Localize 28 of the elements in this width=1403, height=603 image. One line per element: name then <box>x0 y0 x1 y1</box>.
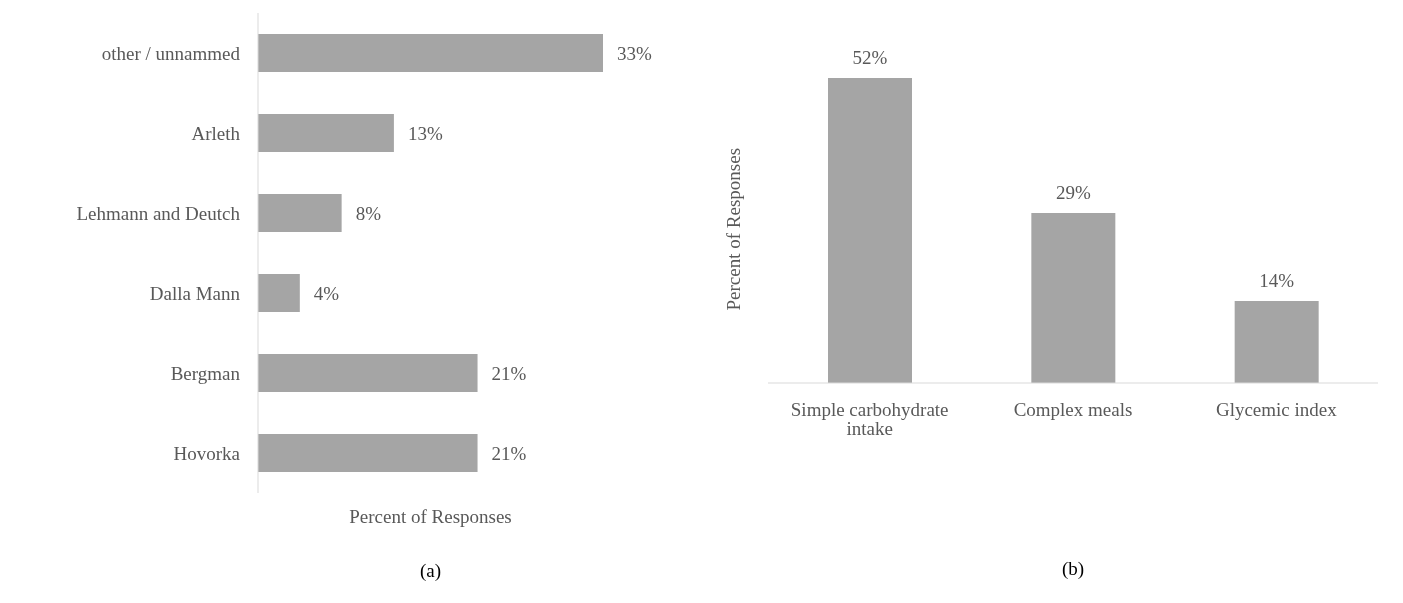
x-tick-label: Glycemic index <box>1215 399 1338 421</box>
text: (a) <box>418 560 443 582</box>
data-label: 4% <box>313 282 340 304</box>
y-tick-label: Hovorka <box>173 442 241 464</box>
y-axis-title: Percent of Responses <box>722 147 744 311</box>
data-label: 8% <box>355 202 382 224</box>
y-tick-label: Dalla Mann <box>149 282 241 304</box>
data-label: 14% <box>1259 269 1295 291</box>
bar <box>258 194 342 232</box>
data-label: 21% <box>491 442 527 464</box>
text: (b) <box>1060 558 1086 580</box>
data-label: 33% <box>617 42 652 64</box>
y-tick-label: Arleth <box>191 122 241 144</box>
bar <box>258 114 394 152</box>
data-label: 29% <box>1055 181 1091 203</box>
y-tick-label: Lehmann and Deutch <box>76 202 241 224</box>
bar <box>258 34 603 72</box>
bar <box>258 354 478 392</box>
bar <box>258 434 478 472</box>
data-label: 13% <box>407 122 443 144</box>
x-tick-label: Simple carbohydrate intake <box>790 399 949 440</box>
x-axis-title: Percent of Responses <box>348 506 513 528</box>
x-tick-label: Complex meals <box>1013 399 1133 421</box>
data-label: 21% <box>491 362 527 384</box>
bar <box>258 274 300 312</box>
y-tick-label: other / unnammed <box>101 42 241 64</box>
data-label: 52% <box>852 47 888 68</box>
y-tick-label: Bergman <box>170 362 241 384</box>
